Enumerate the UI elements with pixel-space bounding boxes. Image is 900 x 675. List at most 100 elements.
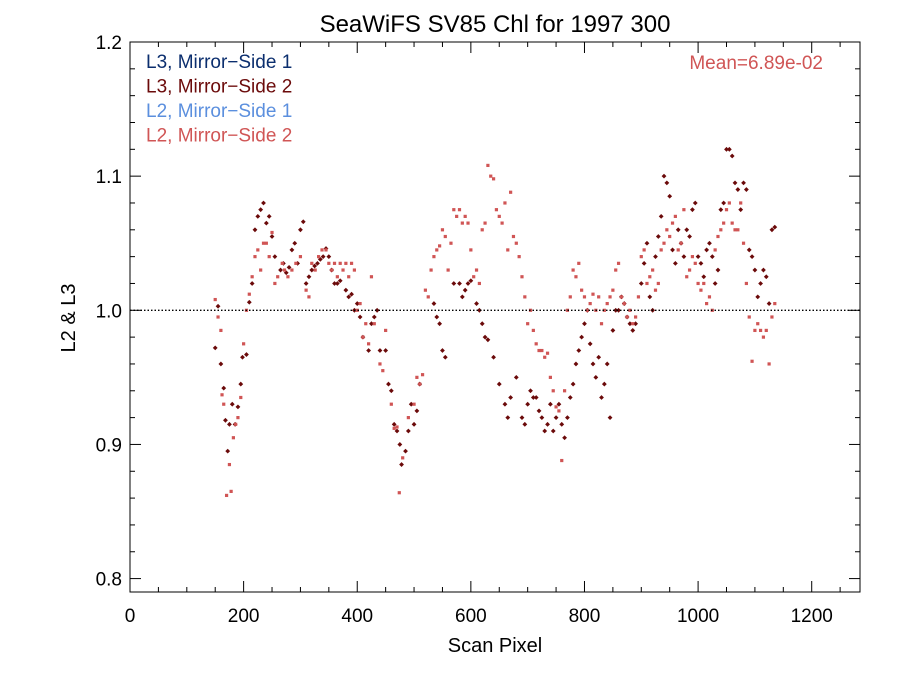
series-3-point-110 — [543, 355, 547, 359]
series-1-point-174 — [755, 294, 761, 300]
series-1-point-153 — [695, 254, 701, 260]
series-3-point-118 — [565, 308, 570, 312]
series-1-point-92 — [519, 415, 525, 421]
y-tick-label-0: 0.8 — [96, 570, 122, 591]
series-1-point-104 — [553, 415, 559, 421]
x-tick-label-1: 200 — [228, 606, 260, 627]
series-1-point-143 — [667, 193, 673, 199]
series-3-point-26 — [282, 268, 287, 272]
series-1-point-6 — [227, 421, 232, 427]
series-3-point-112 — [548, 375, 552, 379]
series-3-point-18 — [259, 268, 263, 272]
series-1-point-57 — [383, 348, 389, 353]
series-1-point-35 — [312, 263, 318, 269]
data-points-layer — [212, 146, 778, 498]
series-1-point-154 — [698, 260, 704, 266]
series-3-point-85 — [472, 275, 476, 279]
series-1-point-74 — [442, 354, 448, 360]
series-3-point-191 — [773, 301, 777, 306]
series-3-point-95 — [500, 221, 504, 225]
y-tick-label-3: 1.1 — [96, 167, 122, 188]
series-1-point-27 — [289, 247, 295, 253]
series-3-point-185 — [756, 322, 760, 326]
series-3-point-136 — [616, 261, 621, 265]
series-1-point-173 — [752, 267, 758, 273]
series-3-point-57 — [384, 328, 388, 333]
series-3-point-66 — [418, 382, 422, 386]
series-1-point-32 — [303, 281, 309, 286]
series-3-point-39 — [330, 268, 334, 272]
series-1-point-109 — [567, 395, 573, 400]
series-1-point-179 — [769, 227, 775, 233]
series-3-point-17 — [256, 248, 260, 252]
series-3-point-23 — [273, 281, 277, 286]
series-3-point-166 — [702, 281, 706, 286]
series-1-point-170 — [743, 187, 749, 192]
series-3-point-137 — [619, 295, 624, 299]
series-3-point-182 — [747, 315, 751, 319]
series-3-point-142 — [634, 315, 638, 319]
series-1-point-82 — [476, 307, 482, 313]
series-1-point-62 — [397, 442, 403, 447]
series-1-point-166 — [732, 180, 738, 186]
legend-entry-2: L2, Mirror−Side 1 — [146, 101, 292, 122]
series-3-point-134 — [611, 288, 615, 292]
series-1-point-70 — [431, 301, 437, 306]
plot-frame — [129, 41, 861, 593]
series-1-point-84 — [482, 334, 488, 340]
series-1-point-103 — [550, 428, 556, 434]
series-1-point-37 — [317, 256, 323, 262]
legend: L3, Mirror−Side 1 L3, Mirror−Side 2 L2, Mi… — [146, 52, 292, 147]
series-3-point-120 — [571, 268, 575, 272]
series-1-point-2 — [218, 361, 224, 367]
series-3-point-80 — [457, 208, 462, 212]
series-3-point-156 — [673, 214, 677, 218]
series-1-point-150 — [687, 234, 692, 239]
series-1-point-141 — [661, 173, 667, 179]
series-1-point-132 — [633, 321, 639, 327]
series-3-point-75 — [443, 234, 447, 239]
series-1-point-102 — [547, 401, 553, 407]
series-3-point-24 — [276, 275, 280, 279]
series-1-point-145 — [672, 260, 678, 266]
series-3-point-14 — [247, 292, 251, 296]
series-1-point-93 — [522, 421, 528, 427]
series-3-point-181 — [744, 281, 748, 286]
series-3-point-84 — [469, 248, 473, 252]
series-1-point-171 — [746, 247, 752, 253]
series-3-point-34 — [313, 268, 317, 272]
series-3-point-132 — [605, 301, 609, 306]
series-3-point-32 — [307, 295, 311, 299]
legend-entry-3: L2, Mirror−Side 2 — [146, 126, 292, 147]
series-1-point-114 — [582, 321, 587, 327]
series-3-point-92 — [491, 177, 496, 181]
series-3-point-183 — [750, 359, 754, 363]
series-3-point-81 — [460, 221, 464, 225]
series-3-point-35 — [317, 255, 321, 259]
series-1-point-47 — [349, 291, 354, 297]
series-1-point-22 — [272, 254, 278, 260]
series-1-point-56 — [377, 348, 383, 353]
series-1-point-167 — [735, 187, 741, 192]
series-1-point-178 — [766, 301, 772, 306]
series-3-point-4 — [222, 402, 226, 406]
series-3-point-3 — [220, 393, 224, 397]
series-1-point-156 — [704, 247, 710, 253]
series-3-point-105 — [528, 308, 533, 312]
series-3-point-165 — [699, 288, 703, 292]
series-1-point-112 — [576, 348, 582, 353]
series-1-point-149 — [684, 227, 690, 233]
series-1-point-14 — [249, 281, 255, 286]
series-1-point-124 — [610, 328, 616, 333]
series-1-point-72 — [437, 321, 443, 327]
series-1-point-42 — [332, 281, 337, 286]
series-1-point-77 — [459, 294, 465, 300]
series-3-point-119 — [568, 295, 572, 299]
series-3-point-161 — [687, 268, 692, 272]
series-3-point-99 — [511, 234, 516, 239]
series-1-point-23 — [278, 267, 283, 273]
series-3-point-16 — [253, 255, 257, 259]
series-3-point-64 — [412, 402, 416, 406]
series-1-point-126 — [616, 307, 621, 313]
series-3-point-177 — [733, 228, 737, 232]
